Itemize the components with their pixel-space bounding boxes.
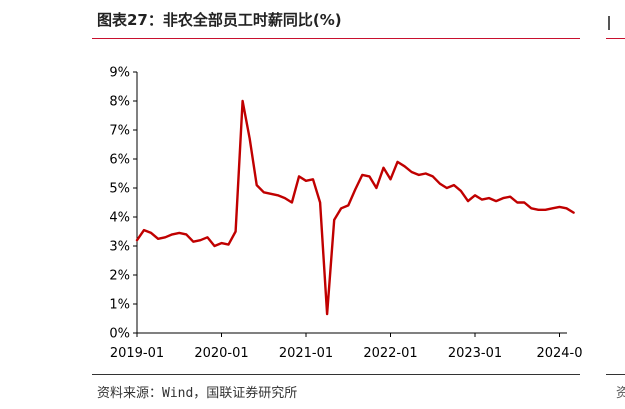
x-tick-label: 2022-01: [363, 346, 417, 361]
chart-title: 图表27：非农全部员工时薪同比(%): [97, 11, 342, 29]
y-tick-label: 1%: [109, 298, 130, 313]
x-tick-label: 2021-01: [279, 346, 333, 361]
series-line: [135, 99, 575, 316]
x-tick-label: 2024-0: [536, 346, 582, 361]
source-note: 资料来源：Wind，国联证券研究所: [97, 386, 298, 401]
y-tick-label: 6%: [109, 153, 130, 168]
next-panel-underline: [606, 38, 625, 39]
y-tick-label: 0%: [109, 327, 130, 342]
x-tick-label: 2020-01: [194, 346, 248, 361]
x-tick-label: 2019-01: [110, 346, 164, 361]
next-panel-title-fragment: [608, 16, 610, 30]
y-tick-label: 9%: [109, 66, 130, 81]
next-panel-source-fragment: 资: [616, 386, 625, 401]
y-tick-label: 3%: [109, 240, 130, 255]
title-underline: [92, 38, 580, 39]
y-tick-label: 5%: [109, 182, 130, 197]
x-tick-label: 2023-01: [448, 346, 502, 361]
y-tick-label: 7%: [109, 124, 130, 139]
footer-divider: [92, 374, 580, 375]
y-tick-label: 8%: [109, 95, 130, 110]
next-panel-footer-divider: [606, 374, 625, 375]
y-tick-label: 4%: [109, 211, 130, 226]
y-tick-label: 2%: [109, 269, 130, 284]
